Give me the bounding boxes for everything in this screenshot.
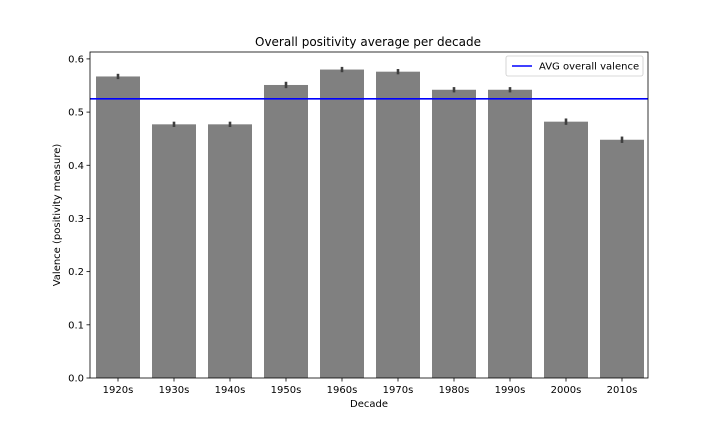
y-axis: 0.0 0.1 0.2 0.3 0.4 0.5 0.6 <box>68 54 90 385</box>
y-tick-label-2: 0.2 <box>68 267 84 278</box>
x-tick-label-1950s: 1950s <box>271 385 302 396</box>
bars-group <box>96 69 644 379</box>
bar-2010s <box>600 139 644 378</box>
chart-title: Overall positivity average per decade <box>255 35 481 49</box>
plot-frame <box>89 51 649 379</box>
x-tick-label-1980s: 1980s <box>439 385 470 396</box>
bar-1920s <box>96 76 140 379</box>
x-axis: 1920s 1930s 1940s 1950s 1960s 1970s 1980s 1990s… <box>103 378 638 396</box>
legend: AVG overall valence <box>505 55 644 77</box>
x-tick-label-1990s: 1990s <box>495 385 526 396</box>
bar-1950s <box>264 84 308 379</box>
x-tick-label-1940s: 1940s <box>215 385 246 396</box>
y-tick-label-5: 0.5 <box>68 108 84 119</box>
bar-1940s <box>208 124 252 378</box>
y-tick-label-0: 0.0 <box>68 374 84 385</box>
y-axis-label: Valence (positivity measure) <box>52 144 63 287</box>
legend-box <box>505 55 644 77</box>
x-tick-label-1920s: 1920s <box>103 385 134 396</box>
bar-1960s <box>320 69 364 379</box>
error-bars-group <box>116 66 624 143</box>
x-tick-label-2010s: 2010s <box>607 385 638 396</box>
x-tick-label-1930s: 1930s <box>159 385 190 396</box>
y-tick-label-1: 0.1 <box>68 320 84 331</box>
x-tick-label-1960s: 1960s <box>327 385 358 396</box>
x-axis-label: Decade <box>350 399 388 410</box>
bar-1990s <box>488 89 532 378</box>
bar-1930s <box>152 124 196 378</box>
y-tick-label-6: 0.6 <box>68 54 84 65</box>
y-tick-label-4: 0.4 <box>68 161 84 172</box>
y-tick-label-3: 0.3 <box>68 214 84 225</box>
legend-label: AVG overall valence <box>539 62 639 73</box>
bar-1970s <box>376 71 420 378</box>
bar-2000s <box>544 121 588 379</box>
bar-1980s <box>432 89 476 378</box>
x-tick-label-1970s: 1970s <box>383 385 414 396</box>
x-tick-label-2000s: 2000s <box>551 385 582 396</box>
